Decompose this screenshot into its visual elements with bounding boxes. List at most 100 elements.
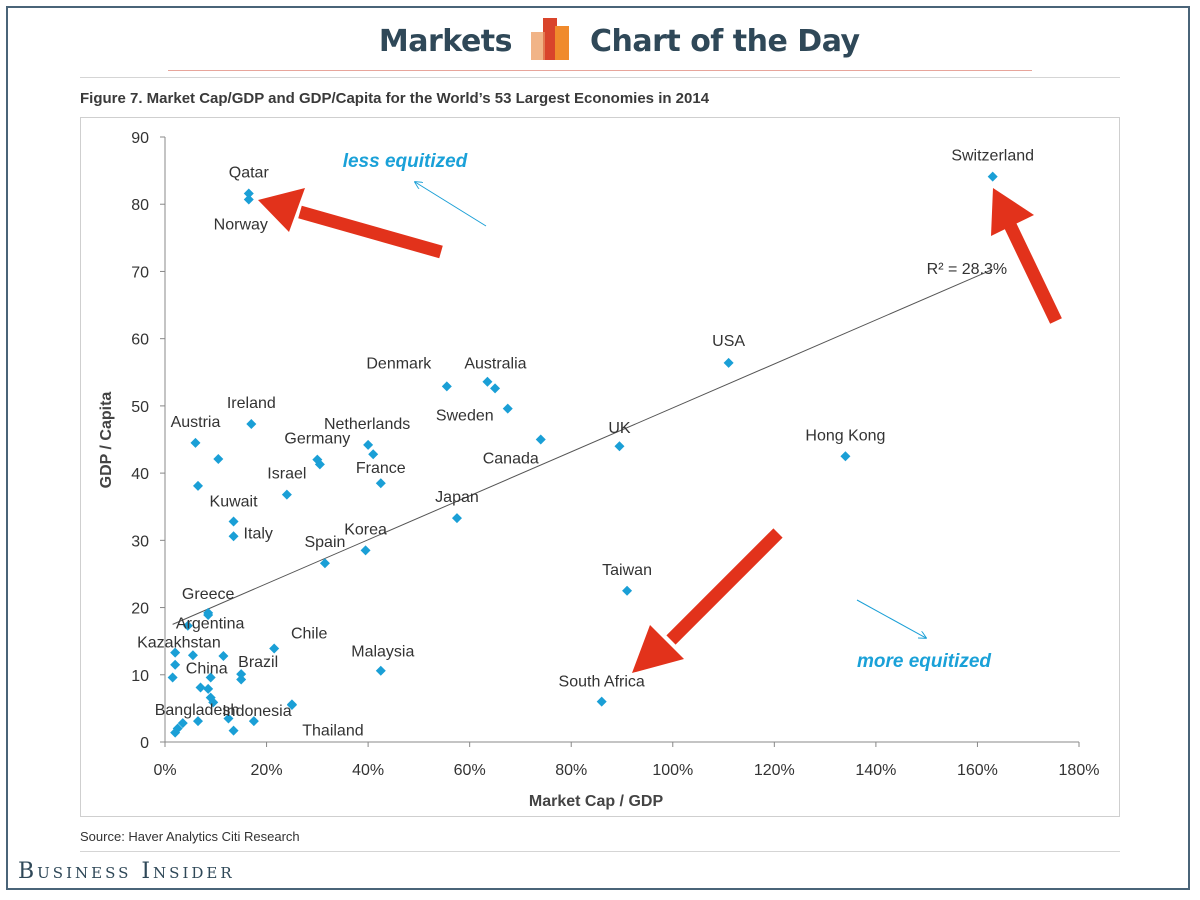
data-point [182, 620, 193, 631]
trendline-group: R² = 28.3% [172, 261, 1007, 625]
x-tick-label: 80% [555, 762, 587, 779]
data-point-kuwait [228, 516, 239, 527]
figure-border [80, 117, 1120, 817]
point-label-japan: Japan [435, 489, 479, 506]
footer-divider [80, 851, 1120, 852]
data-point-china [205, 672, 216, 683]
point-label-bangladesh: Bangladesh [155, 702, 240, 719]
point-label-denmark: Denmark [366, 355, 432, 372]
data-point [170, 659, 181, 670]
point-label-brazil: Brazil [238, 654, 278, 671]
r-squared-label: R² = 28.3% [927, 261, 1007, 278]
data-point-korea [360, 545, 371, 556]
data-point-japan [451, 513, 462, 524]
data-point [208, 697, 219, 708]
point-label-spain: Spain [304, 534, 345, 551]
page-frame [6, 6, 1190, 890]
red-arrow-qatar-norway [258, 188, 443, 259]
y-tick-label: 60 [131, 332, 149, 349]
point-label-france: France [356, 460, 406, 477]
point-label-italy: Italy [244, 525, 273, 542]
point-label-netherlands: Netherlands [324, 416, 410, 433]
figure-top-divider [80, 77, 1120, 78]
data-point [193, 480, 204, 491]
data-point-brazil [236, 669, 247, 680]
data-point [177, 718, 188, 729]
data-point-uk [614, 441, 625, 452]
business-insider-brand: Business Insider [18, 859, 235, 884]
data-point-south-africa [596, 696, 607, 707]
point-label-switzerland: Switzerland [951, 148, 1034, 165]
data-point [314, 459, 325, 470]
y-tick-label: 40 [131, 466, 149, 483]
data-point-usa [723, 357, 734, 368]
header-chart-of-the-day: Chart of the Day [590, 24, 860, 59]
x-tick-label: 120% [754, 762, 795, 779]
y-tick-label: 10 [131, 668, 149, 685]
data-point-chile [269, 643, 280, 654]
data-point-taiwan [622, 585, 633, 596]
point-label-south-africa: South Africa [559, 674, 645, 691]
data-point-denmark [441, 381, 452, 392]
data-point [248, 716, 259, 727]
annotations: less equitized more equitized [258, 151, 1062, 673]
data-point [368, 449, 379, 460]
point-label-chile: Chile [291, 626, 328, 643]
point-label-thailand: Thailand [302, 722, 363, 739]
data-point-argentina [170, 647, 181, 658]
data-point-thailand [286, 699, 297, 710]
data-point [195, 682, 206, 693]
data-point-canada [535, 434, 546, 445]
point-label-germany: Germany [284, 431, 350, 448]
data-point-norway [243, 194, 254, 205]
data-point-australia [482, 376, 493, 387]
x-tick-label: 180% [1059, 762, 1100, 779]
y-tick-label: 70 [131, 264, 149, 281]
data-point-israel [281, 489, 292, 500]
annotation-less-equitized: less equitized [343, 151, 468, 172]
point-label-austria: Austria [171, 414, 221, 431]
annotation-more-equitized: more equitized [857, 651, 991, 672]
x-tick-label: 40% [352, 762, 384, 779]
data-point-italy [228, 531, 239, 542]
point-label-israel: Israel [267, 466, 306, 483]
axes [164, 137, 1079, 743]
point-label-usa: USA [712, 333, 745, 350]
y-tick-label: 0 [140, 735, 149, 752]
x-tick-label: 60% [454, 762, 486, 779]
y-axis-label: GDP / Capita [98, 392, 115, 489]
x-tick-label: 0% [153, 762, 176, 779]
data-point [490, 383, 501, 394]
data-point [218, 650, 229, 661]
less-equitized-arrow [415, 182, 487, 227]
data-point-ireland [246, 419, 257, 430]
point-label-china: China [186, 660, 228, 677]
point-label-kazakhstan: Kazakhstan [137, 634, 221, 651]
y-tick-label: 30 [131, 533, 149, 550]
x-tick-label: 100% [652, 762, 693, 779]
y-tick-label: 20 [131, 601, 149, 618]
point-label-hong-kong: Hong Kong [805, 427, 885, 444]
data-point-spain [319, 558, 330, 569]
data-point [203, 683, 214, 694]
red-arrow-south-africa [632, 528, 783, 673]
point-labels: Qatar Norway Switzerland USA Denmark Australi… [137, 148, 1034, 740]
data-point-kazakhstan [187, 650, 198, 661]
data-point-france [375, 478, 386, 489]
point-label-sweden: Sweden [436, 408, 494, 425]
trendline [172, 268, 993, 625]
data-point-netherlands [363, 439, 374, 450]
point-label-australia: Australia [464, 356, 526, 373]
data-points [167, 171, 998, 738]
data-point [170, 727, 181, 738]
point-label-indonesia: Indonesia [222, 703, 291, 720]
data-point-qatar [243, 188, 254, 199]
data-point-malaysia [375, 665, 386, 676]
data-point-sweden [502, 403, 513, 414]
figure-title: Figure 7. Market Cap/GDP and GDP/Capita … [80, 90, 710, 107]
y-tick-label: 90 [131, 130, 149, 147]
data-point-bangladesh [193, 716, 204, 727]
point-label-malaysia: Malaysia [351, 644, 414, 661]
point-label-norway: Norway [214, 217, 268, 234]
tick-labels: 0 10 20 30 40 50 60 70 80 90 0% 20% 40% 60% 80% 100% 120… [131, 130, 1099, 779]
